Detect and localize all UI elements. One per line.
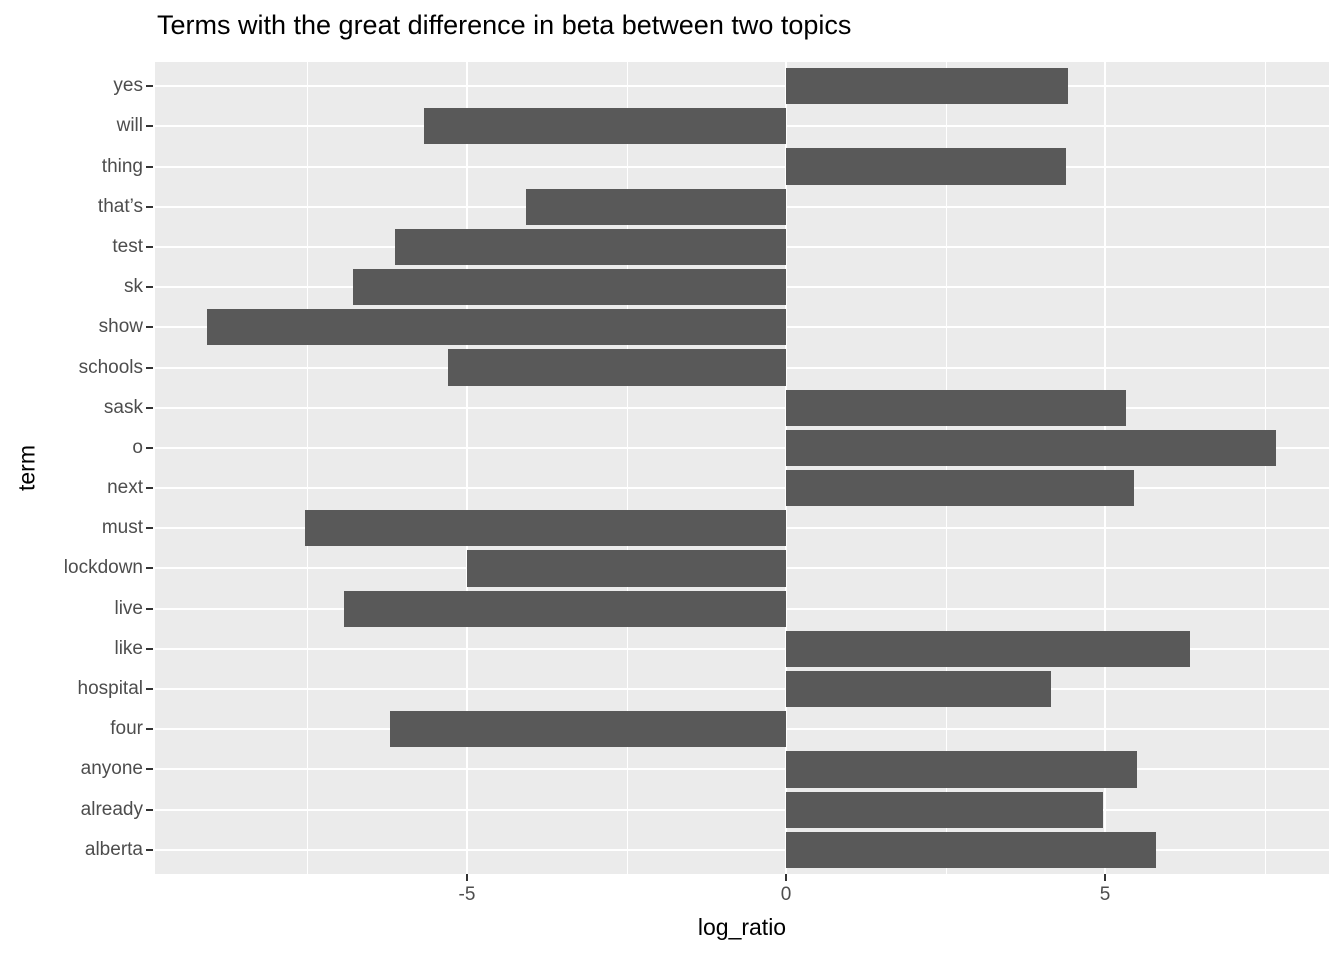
bar (206, 309, 786, 346)
y-tick (146, 406, 153, 409)
y-tick (146, 647, 153, 650)
bar (786, 751, 1137, 788)
y-tick-label: anyone (80, 758, 143, 780)
gridline-major-y (155, 688, 1329, 691)
bar (352, 269, 786, 306)
gridline-major-y (155, 446, 1329, 449)
y-tick-label: lockdown (63, 557, 143, 579)
y-tick-label: must (101, 517, 143, 539)
x-axis-title: log_ratio (697, 914, 787, 940)
y-tick-label: test (112, 235, 143, 257)
bar (786, 791, 1104, 828)
bar (786, 630, 1190, 667)
y-tick (146, 487, 153, 490)
bar (786, 389, 1127, 426)
bar (394, 228, 786, 265)
gridline-major-y (155, 85, 1329, 88)
bar (467, 550, 787, 587)
y-tick (146, 286, 153, 289)
bar (304, 510, 787, 547)
y-tick-label: sask (103, 396, 143, 418)
gridline-major-x (1104, 62, 1107, 874)
y-tick-label: will (116, 115, 143, 137)
y-tick-label: four (110, 718, 143, 740)
gridline-minor-x (626, 62, 628, 874)
bar (525, 188, 787, 225)
y-tick-label: that’s (97, 195, 143, 217)
gridline-minor-x (307, 62, 309, 874)
y-tick (146, 326, 153, 329)
y-tick-label: sk (124, 276, 143, 298)
y-tick (146, 446, 153, 449)
y-tick-label: hospital (77, 678, 144, 700)
y-tick-label: already (80, 798, 143, 820)
y-tick-label: live (114, 597, 143, 619)
x-tick (1104, 874, 1107, 881)
y-tick-label: o (132, 436, 143, 458)
y-tick (146, 366, 153, 369)
y-tick (146, 527, 153, 530)
y-tick-label: alberta (84, 838, 143, 860)
bar (786, 831, 1157, 868)
gridline-major-y (155, 848, 1329, 851)
bar (786, 429, 1277, 466)
gridline-major-x (785, 62, 788, 874)
y-tick (146, 808, 153, 811)
bar (786, 470, 1134, 507)
gridline-minor-x (1264, 62, 1266, 874)
bar (786, 671, 1051, 708)
chart-title: Terms with the great difference in beta … (157, 10, 852, 40)
bar (424, 108, 787, 145)
y-tick (146, 848, 153, 851)
y-tick-label: like (114, 637, 143, 659)
x-tick-label: -5 (458, 884, 476, 905)
y-tick (146, 688, 153, 691)
x-tick-label: 0 (780, 884, 792, 905)
bar (343, 590, 787, 627)
bar (786, 148, 1067, 185)
y-tick (146, 728, 153, 731)
gridline-major-x (466, 62, 468, 874)
gridline-major-y (155, 406, 1329, 409)
gridline-minor-x (945, 62, 947, 874)
y-tick-label: next (107, 477, 143, 499)
y-tick-label: show (98, 316, 143, 338)
gridline-major-y (155, 768, 1329, 771)
y-tick-label: schools (78, 356, 143, 378)
gridline-major-y (155, 165, 1329, 168)
bar (447, 349, 787, 386)
y-tick (146, 607, 153, 610)
y-tick (146, 125, 153, 128)
y-tick (146, 205, 153, 208)
y-tick-label: thing (101, 155, 143, 177)
y-tick (146, 567, 153, 570)
y-tick (146, 85, 153, 88)
y-tick (146, 245, 153, 248)
x-tick (466, 874, 468, 881)
gridline-major-y (155, 808, 1329, 811)
bar (389, 711, 787, 748)
gridline-major-y (155, 487, 1329, 490)
x-tick (785, 874, 788, 881)
plot-panel (155, 62, 1329, 874)
y-tick (146, 165, 153, 168)
x-tick-label: 5 (1099, 884, 1111, 905)
y-tick (146, 768, 153, 771)
y-tick-label: yes (113, 75, 143, 97)
y-axis-title: term (13, 445, 40, 491)
bar (786, 68, 1069, 105)
gridline-major-y (155, 647, 1329, 650)
